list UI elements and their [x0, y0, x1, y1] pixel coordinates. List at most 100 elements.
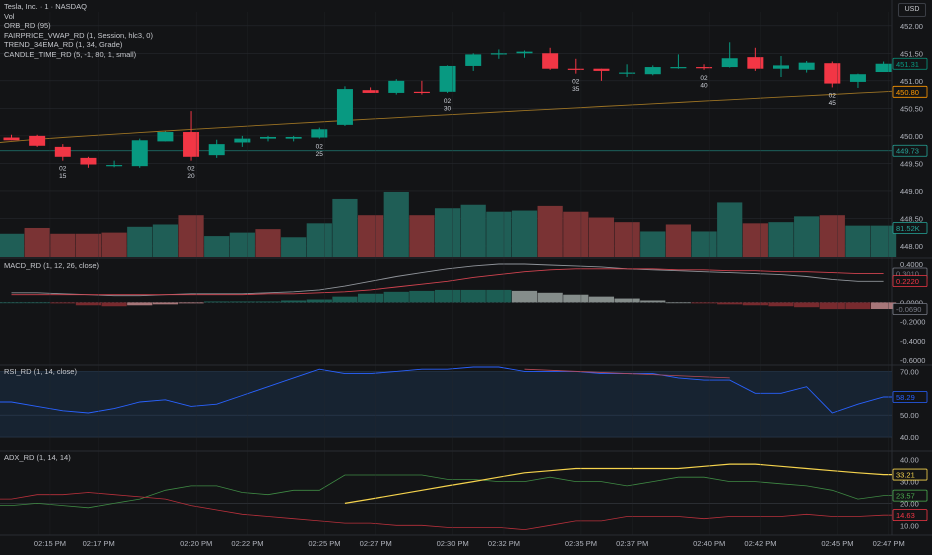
- volume-bar: [511, 210, 538, 257]
- macd-histogram-bar: [588, 296, 615, 303]
- candle-body: [80, 157, 97, 165]
- macd-histogram-bar: [511, 290, 538, 303]
- adx-tick-label: 10.00: [900, 521, 919, 530]
- time-axis-label: 02:30 PM: [437, 539, 469, 548]
- volume-bar: [794, 216, 820, 257]
- legend-ema[interactable]: TREND_34EMA_RD (1, 34, Grade): [4, 40, 123, 49]
- candle-body: [388, 80, 405, 93]
- volume-bar: [0, 233, 25, 257]
- legend-vwap[interactable]: FAIRPRICE_VWAP_RD (1, Session, hlc3, 0): [4, 30, 153, 40]
- macd-histogram-bar: [332, 296, 358, 303]
- candle-time-hour: 02: [316, 144, 324, 151]
- time-axis-label: 02:15 PM: [34, 539, 66, 548]
- adx-legend[interactable]: ADX_RD (1, 14, 14): [4, 453, 71, 462]
- legend-vol[interactable]: Vol: [4, 11, 15, 21]
- candle-body: [696, 67, 713, 69]
- macd-histogram-bar: [434, 289, 461, 303]
- candle-body: [234, 138, 251, 143]
- volume-bar: [24, 227, 50, 257]
- time-axis-label: 02:47 PM: [873, 539, 905, 548]
- minus-di-line: [0, 492, 892, 531]
- macd-signal-line: [11, 268, 884, 296]
- macd-histogram-bar: [563, 294, 589, 303]
- macd-histogram-bar: [768, 302, 794, 307]
- rsi-legend[interactable]: RSI_RD (1, 14, close): [4, 367, 77, 376]
- macd-tick-label: -0.4000: [900, 337, 925, 346]
- price-badge-box: [892, 85, 928, 98]
- macd-histogram-bar: [24, 302, 50, 304]
- macd-histogram-bar: [306, 299, 332, 303]
- time-axis-label: 02:22 PM: [231, 539, 263, 548]
- legend-orb[interactable]: ORB_RD (95): [4, 21, 51, 30]
- candle-body: [54, 146, 71, 157]
- candle-body: [747, 57, 764, 69]
- volume-bar: [281, 237, 307, 257]
- candle-body: [619, 72, 636, 74]
- symbol-title[interactable]: Tesla, Inc. · 1 · NASDAQ: [4, 2, 87, 11]
- candle-body: [439, 65, 456, 92]
- macd-histogram-bar: [691, 302, 717, 304]
- price-tick-label: 451.50: [900, 49, 923, 58]
- macd-histogram-bar: [255, 301, 281, 303]
- macd-histogram-bar: [794, 302, 820, 308]
- macd-tick-label: 0.0000: [900, 298, 923, 307]
- candle-time-minute: 25: [316, 151, 324, 158]
- candle-body: [362, 90, 379, 93]
- candle-body: [311, 129, 328, 138]
- price-badge-box: [892, 57, 928, 70]
- price-tick-label: 450.50: [900, 104, 923, 113]
- candle-body: [29, 135, 46, 146]
- candle-body: [336, 89, 353, 125]
- candle-body: [824, 63, 841, 84]
- volume-bar: [358, 215, 384, 257]
- price-tick-label: 448.00: [900, 242, 923, 251]
- price-tick-label: 448.50: [900, 214, 923, 223]
- price-tick-label: 449.50: [900, 159, 923, 168]
- volume-badge: 81.52K: [896, 224, 920, 233]
- macd-badge-box: [892, 303, 928, 315]
- candle-body: [670, 67, 687, 69]
- macd-badge: 0.2220: [896, 277, 919, 286]
- adx-badge: 14.63: [896, 511, 915, 520]
- time-axis-label: 02:27 PM: [360, 539, 392, 548]
- candle-body: [260, 136, 276, 139]
- volume-bar: [768, 222, 794, 257]
- candle-time-hour: 02: [444, 98, 452, 105]
- volume-bar: [486, 211, 512, 257]
- macd-histogram-bar: [178, 302, 204, 304]
- candle-body: [721, 58, 738, 68]
- macd-histogram-bar: [640, 300, 666, 303]
- candle-time-minute: 20: [187, 173, 195, 180]
- macd-histogram-bar: [50, 302, 76, 304]
- legend-candle-time[interactable]: CANDLE_TIME_RD (5, -1, 80, 1, small): [4, 49, 137, 59]
- time-axis-label: 02:35 PM: [565, 539, 597, 548]
- volume-bar: [871, 225, 897, 257]
- candle-time-minute: 30: [444, 105, 452, 112]
- currency-button[interactable]: USD: [898, 3, 926, 17]
- macd-histogram-bar: [537, 292, 563, 303]
- main-legend: Tesla, Inc. · 1 · NASDAQ Vol ORB_RD (95)…: [4, 2, 153, 59]
- macd-legend[interactable]: MACD_RD (1, 12, 26, close): [4, 261, 100, 270]
- volume-bar: [640, 231, 666, 257]
- macd-histogram-bar: [383, 291, 409, 303]
- volume-bar: [665, 224, 691, 257]
- volume-bar: [255, 229, 281, 257]
- rsi-tick-label: 70.00: [900, 367, 919, 376]
- macd-histogram-bar: [742, 302, 768, 306]
- macd-tick-label: -0.2000: [900, 318, 925, 327]
- price-badge: 451.31: [896, 60, 919, 69]
- volume-bar: [742, 223, 768, 257]
- macd-histogram-bar: [460, 289, 486, 303]
- volume-bar: [537, 205, 563, 257]
- volume-bar: [691, 231, 717, 257]
- adx-line: [344, 463, 892, 504]
- volume-bar: [614, 222, 640, 257]
- time-axis-label: 02:20 PM: [180, 539, 212, 548]
- rsi-badge-box: [892, 391, 928, 403]
- macd-histogram-bar: [717, 302, 743, 305]
- candle-body: [413, 91, 430, 94]
- macd-badge-box: [892, 275, 928, 287]
